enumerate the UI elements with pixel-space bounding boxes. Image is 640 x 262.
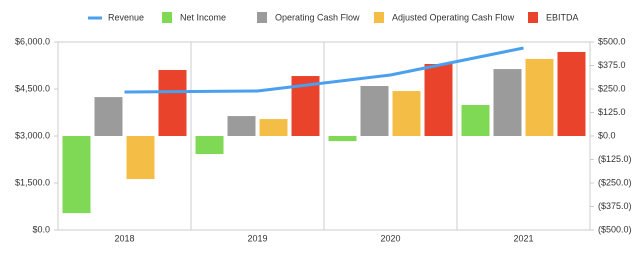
bar [557,51,586,136]
bar [62,136,91,214]
legend-swatch [257,12,267,23]
legend-swatch [162,12,172,23]
legend-label: Net Income [180,12,226,22]
legend-swatch [374,12,384,23]
y-tick-label: $6,000.0 [15,36,50,46]
bar [525,58,554,136]
revenue-line [124,46,524,94]
x-tick-label: 2019 [247,233,267,243]
bar [94,97,123,136]
legend-swatch [528,12,538,23]
bar [493,69,522,136]
y2-tick-label: $375.0 [598,60,626,70]
y2-tick-label: $250.0 [598,83,626,93]
bar [360,85,389,136]
y2-tick-label: $500.0 [598,36,626,46]
x-tick-label: 2021 [513,233,533,243]
bar [461,104,490,136]
legend-label: Revenue [108,12,144,22]
y2-tick-label: $0.0 [598,130,616,140]
y2-tick-label: ($125.0) [598,154,632,164]
bar [195,136,224,155]
y-tick-label: $1,500.0 [15,177,50,187]
bar [259,119,288,136]
y2-tick-label: ($250.0) [598,177,632,187]
x-tick-label: 2018 [114,233,134,243]
bar [424,63,453,136]
x-tick-label: 2020 [380,233,400,243]
y-tick-label: $0.0 [32,224,50,234]
bar [126,136,155,180]
y-tick-label: $4,500.0 [15,83,50,93]
bar [158,70,187,136]
legend-label: Operating Cash Flow [275,12,360,22]
y-tick-label: $3,000.0 [15,130,50,140]
legend-label: Adjusted Operating Cash Flow [392,12,515,22]
bar [328,136,357,142]
y2-tick-label: $125.0 [598,107,626,117]
legend-label: EBITDA [546,12,579,22]
y2-tick-label: ($500.0) [598,224,632,234]
bar [392,91,421,136]
bar [227,116,256,136]
y2-tick-label: ($375.0) [598,201,632,211]
